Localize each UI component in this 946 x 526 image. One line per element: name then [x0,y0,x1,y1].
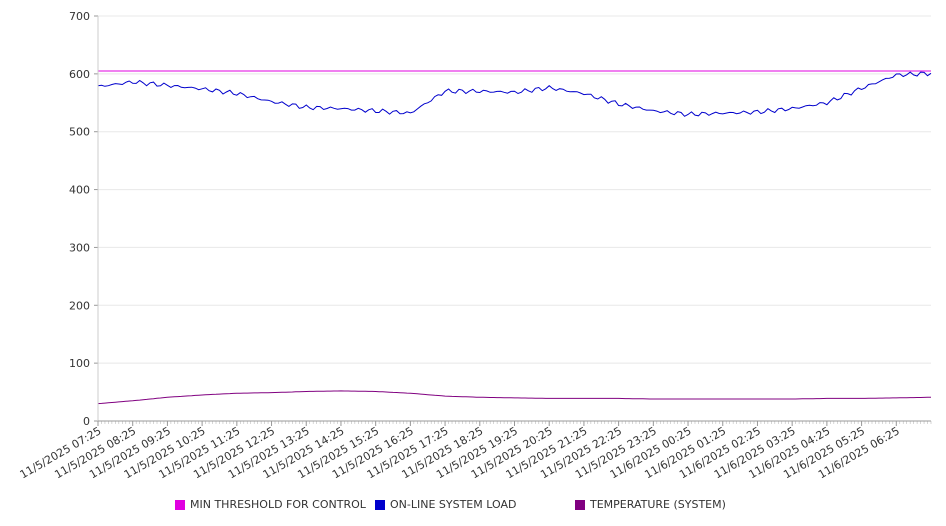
y-tick-label-0: 0 [83,415,90,428]
grid-lines [98,15,931,364]
y-tick-label-400: 400 [69,184,90,197]
series-line-2 [97,390,931,405]
legend-swatch-temperature [575,499,585,510]
legend-label-min-threshold: MIN THRESHOLD FOR CONTROL [190,498,366,511]
legend-swatch-min-threshold [175,499,185,510]
y-axis-ticks: 0 100 200 300 400 500 600 700 [69,10,98,428]
y-tick-label-100: 100 [69,357,90,370]
y-tick-label-500: 500 [69,126,90,139]
series-lines [97,70,932,405]
y-tick-label-300: 300 [69,241,90,254]
y-tick-label-700: 700 [69,10,90,23]
legend-label-system-load: ON-LINE SYSTEM LOAD [390,498,517,511]
legend-item-system-load[interactable]: ON-LINE SYSTEM LOAD [375,498,516,511]
y-tick-label-600: 600 [69,68,90,81]
legend: MIN THRESHOLD FOR CONTROL ON-LINE SYSTEM… [0,498,946,514]
legend-label-temperature: TEMPERATURE (SYSTEM) [590,498,726,511]
legend-item-temperature[interactable]: TEMPERATURE (SYSTEM) [575,498,726,511]
legend-item-min-threshold[interactable]: MIN THRESHOLD FOR CONTROL [175,498,366,511]
series-line-1 [97,71,932,117]
legend-swatch-system-load [375,499,385,510]
y-tick-label-200: 200 [69,299,90,312]
